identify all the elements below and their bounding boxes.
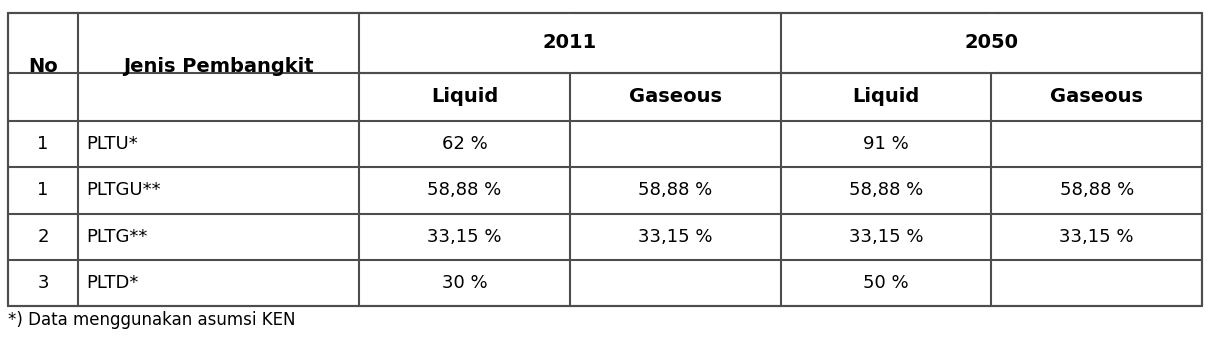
Text: 1: 1	[38, 181, 48, 199]
Text: Liquid: Liquid	[852, 87, 920, 106]
Text: 1: 1	[38, 135, 48, 153]
Text: 62 %: 62 %	[442, 135, 488, 153]
Text: 50 %: 50 %	[863, 274, 909, 292]
Text: *) Data menggunakan asumsi KEN: *) Data menggunakan asumsi KEN	[8, 311, 295, 329]
Text: 58,88 %: 58,88 %	[638, 181, 713, 199]
Text: 58,88 %: 58,88 %	[427, 181, 502, 199]
Text: 33,15 %: 33,15 %	[427, 228, 502, 246]
Text: 33,15 %: 33,15 %	[848, 228, 923, 246]
Text: 30 %: 30 %	[442, 274, 488, 292]
Text: 2: 2	[38, 228, 48, 246]
Text: PLTG**: PLTG**	[86, 228, 148, 246]
Text: 58,88 %: 58,88 %	[1060, 181, 1134, 199]
Text: PLTGU**: PLTGU**	[86, 181, 161, 199]
Text: 33,15 %: 33,15 %	[1060, 228, 1134, 246]
Text: 3: 3	[38, 274, 48, 292]
Text: PLTD*: PLTD*	[86, 274, 139, 292]
Text: Gaseous: Gaseous	[1050, 87, 1143, 106]
Text: Liquid: Liquid	[431, 87, 499, 106]
Text: Gaseous: Gaseous	[629, 87, 721, 106]
Text: 2050: 2050	[964, 33, 1019, 53]
Text: No: No	[28, 57, 58, 77]
Text: 58,88 %: 58,88 %	[849, 181, 923, 199]
Text: PLTU*: PLTU*	[86, 135, 138, 153]
Text: 91 %: 91 %	[863, 135, 909, 153]
Text: Jenis Pembangkit: Jenis Pembangkit	[123, 57, 315, 77]
Text: 2011: 2011	[543, 33, 597, 53]
Bar	[8, 13, 1202, 306]
Text: 33,15 %: 33,15 %	[638, 228, 713, 246]
